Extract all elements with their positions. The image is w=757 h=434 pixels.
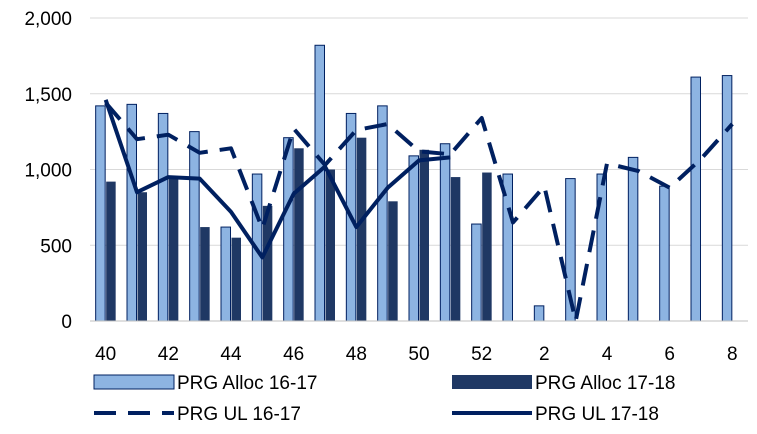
x-tick-label: 2 bbox=[539, 344, 550, 365]
bar-alloc-1718 bbox=[137, 192, 147, 321]
legend-label: PRG Alloc 17-18 bbox=[535, 373, 675, 394]
x-tick-label: 44 bbox=[220, 344, 242, 365]
lines bbox=[103, 99, 734, 323]
y-tick-label: 1,500 bbox=[24, 85, 72, 106]
legend: PRG Alloc 16-17 PRG Alloc 17-18 PRG UL 16-… bbox=[93, 373, 675, 425]
bar-alloc-1617 bbox=[377, 105, 388, 322]
bar-alloc-1617 bbox=[471, 223, 482, 322]
bar-alloc-1718 bbox=[231, 237, 241, 321]
bar-alloc-1617 bbox=[157, 112, 169, 322]
x-tick-label: 52 bbox=[471, 344, 492, 365]
legend-label: PRG UL 16-17 bbox=[177, 404, 301, 425]
bar-alloc-1617 bbox=[189, 131, 200, 322]
line-ul-1617 bbox=[104, 101, 734, 323]
bar-alloc-1617 bbox=[690, 76, 701, 322]
bar-alloc-1718 bbox=[325, 169, 335, 321]
bar-alloc-1617 bbox=[721, 75, 733, 322]
legend-label: PRG UL 17-18 bbox=[535, 404, 659, 425]
bar-alloc-1617 bbox=[283, 137, 294, 322]
x-tick-label: 6 bbox=[664, 344, 675, 365]
bar-alloc-1718 bbox=[356, 137, 367, 321]
bar-alloc-1617 bbox=[314, 44, 325, 322]
y-tick-label: 1,000 bbox=[24, 161, 72, 182]
bar-alloc-1617 bbox=[439, 143, 451, 322]
bar-alloc-1617 bbox=[220, 226, 231, 322]
bar-alloc-1617 bbox=[533, 305, 545, 322]
x-tick-label: 4 bbox=[602, 344, 613, 365]
bar-alloc-1718 bbox=[200, 227, 210, 321]
bar-alloc-1617 bbox=[95, 105, 106, 322]
x-tick-label: 48 bbox=[346, 344, 367, 365]
x-tick-label: 46 bbox=[283, 344, 304, 365]
y-tick-labels: 0 500 1,000 1,500 2,000 bbox=[24, 9, 72, 333]
bar-alloc-1718 bbox=[482, 172, 492, 321]
bar-alloc-1617 bbox=[659, 185, 670, 322]
legend-swatch-alloc-1617 bbox=[93, 374, 175, 390]
y-tick-label: 0 bbox=[61, 312, 72, 333]
legend-label: PRG Alloc 16-17 bbox=[177, 373, 317, 394]
bar-alloc-1617 bbox=[408, 155, 419, 322]
bar-alloc-1718 bbox=[388, 201, 398, 321]
x-tick-label: 40 bbox=[95, 344, 116, 365]
x-tick-label: 50 bbox=[408, 344, 429, 365]
bar-alloc-1718 bbox=[419, 149, 429, 321]
legend-swatch-alloc-1718 bbox=[452, 375, 532, 389]
bar-alloc-1718 bbox=[450, 177, 461, 321]
bar-alloc-1718 bbox=[168, 177, 179, 321]
x-tick-labels: 40 42 44 46 48 50 52 2 4 6 8 bbox=[95, 344, 738, 365]
y-tick-label: 2,000 bbox=[24, 9, 72, 30]
bar-alloc-1718 bbox=[294, 148, 304, 321]
line-ul-1718 bbox=[103, 99, 451, 260]
x-tick-label: 42 bbox=[158, 344, 179, 365]
y-tick-label: 500 bbox=[40, 236, 72, 257]
x-tick-label: 8 bbox=[727, 344, 738, 365]
bar-alloc-1718 bbox=[106, 181, 116, 321]
bar-alloc-1617 bbox=[627, 156, 639, 322]
bar-alloc-1718 bbox=[262, 205, 273, 321]
bars bbox=[95, 44, 733, 322]
bar-alloc-1617 bbox=[596, 173, 607, 322]
